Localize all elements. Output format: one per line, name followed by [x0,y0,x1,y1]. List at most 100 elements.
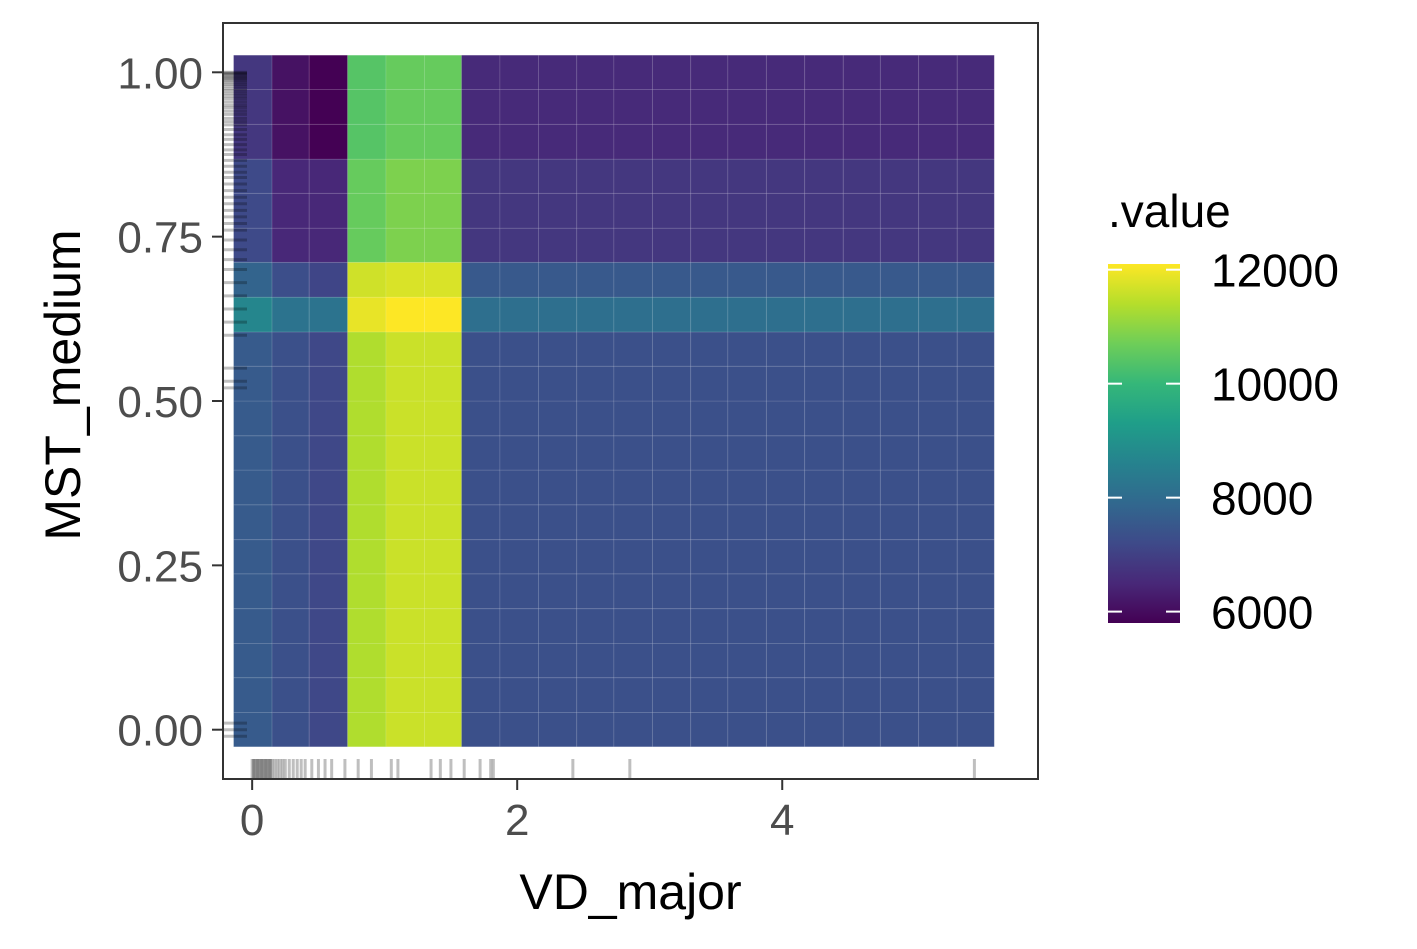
heatmap-cell [879,608,920,644]
heatmap-cell [765,296,806,333]
heatmap-cell [424,227,462,263]
heatmap-cell [347,573,387,610]
heatmap-cell [385,296,425,333]
heatmap-cell [765,365,806,402]
heatmap-cell [956,539,995,575]
heatmap-cell [613,331,653,367]
heatmap-cell [385,435,425,471]
heatmap-cell [461,608,501,644]
heatmap-cell [308,227,348,263]
heatmap-cell [499,643,539,679]
heatmap-cell [765,573,806,610]
heatmap-cell [613,296,653,333]
heatmap-cell [424,365,462,402]
legend-tick-label: 8000 [1211,473,1313,525]
heatmap-cell [576,573,615,610]
heatmap-cell [956,365,995,402]
heatmap-cell [651,608,692,644]
heatmap-cell [613,400,653,437]
heatmap-cell [727,365,767,402]
heatmap-cell [804,712,844,748]
heatmap-cell [347,365,387,402]
heatmap-cell [690,400,729,437]
heatmap-cell [956,643,995,679]
heatmap-cell [842,469,881,506]
legend-tick-label: 10000 [1211,359,1339,411]
heatmap-cell [424,608,462,644]
heatmap-cell [842,365,881,402]
heatmap-cell [690,608,729,644]
heatmap-cell [727,539,767,575]
heatmap-cell [308,677,348,714]
heatmap-cell [804,365,844,402]
heatmap-cell [651,227,692,263]
heatmap-cell [424,400,462,437]
heatmap-cell [538,504,578,541]
heatmap-cell [385,504,425,541]
heatmap-cell [918,158,958,194]
heatmap-cell [461,400,501,437]
heatmap-cell [461,158,501,194]
heatmap-cell [538,296,578,333]
heatmap-cell [690,261,729,298]
heatmap-cell [956,469,995,506]
heatmap-cell [271,89,310,125]
heatmap-cell [956,400,995,437]
heatmap-cell [385,608,425,644]
heatmap-cell [347,504,387,541]
heatmap-cell [765,400,806,437]
heatmap-cell [842,192,881,229]
heatmap-cell [461,331,501,367]
heatmap-cell [424,504,462,541]
heatmap-cell [613,608,653,644]
heatmap-cell [918,89,958,125]
heatmap-cell [271,435,310,471]
heatmap-cell [538,54,578,90]
heatmap-cell [461,123,501,160]
heatmap-cell [879,643,920,679]
heatmap-cell [690,227,729,263]
heatmap-cell [538,539,578,575]
heatmap-cell [727,504,767,541]
heatmap-cell [765,435,806,471]
heatmap-cell [651,54,692,90]
heatmap-cell [879,54,920,90]
heatmap-cell [956,192,995,229]
heatmap-cell [956,89,995,125]
heatmap-cell [385,539,425,575]
x-rug [250,759,976,779]
heatmap-cell [424,643,462,679]
y-tick-label: 0.75 [117,214,203,263]
heatmap-cell [538,608,578,644]
heatmap-cell [842,89,881,125]
heatmap-cell [956,608,995,644]
heatmap-cell [690,123,729,160]
heatmap-cell [271,331,310,367]
heatmap-cell [651,331,692,367]
heatmap-cell [651,261,692,298]
heatmap-cell [499,331,539,367]
heatmap-cell [308,331,348,367]
heatmap-cell [461,539,501,575]
heatmap-cell [271,504,310,541]
heatmap-cell [308,400,348,437]
heatmap-cell [879,539,920,575]
heatmap-cell [842,331,881,367]
heatmap-cell [842,261,881,298]
heatmap-cell [233,469,273,506]
heatmap-cell [461,573,501,610]
heatmap-cell [918,435,958,471]
x-tick-label: 0 [240,796,264,845]
heatmap-cell [690,643,729,679]
heatmap-cell [918,608,958,644]
heatmap-cell [538,677,578,714]
heatmap-cell [308,296,348,333]
heatmap-cell [651,296,692,333]
heatmap-cell [879,400,920,437]
heatmap-cell [804,435,844,471]
heatmap-cell [918,539,958,575]
heatmap-cell [576,365,615,402]
heatmap-cell [308,504,348,541]
heatmap-cell [461,54,501,90]
